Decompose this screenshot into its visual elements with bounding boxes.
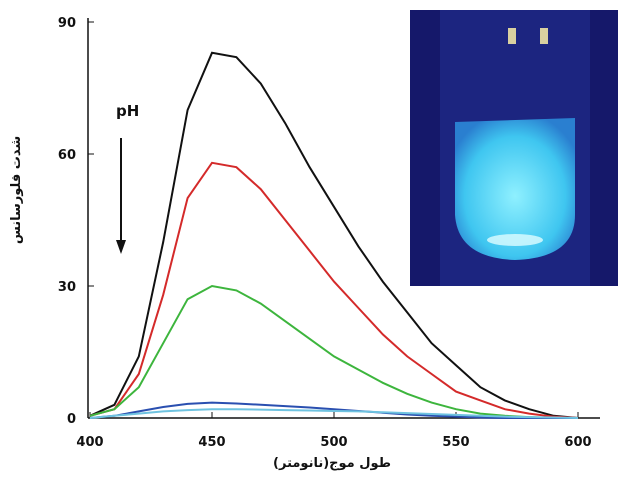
series-line <box>89 161 579 419</box>
y-tick-label: 60 <box>58 148 76 163</box>
x-axis-label: طول موج(نانومتر) <box>273 456 391 471</box>
series-line <box>89 51 579 419</box>
x-tick-label: 450 <box>198 435 225 450</box>
y-axis-label: شدت فلورسانس <box>9 136 24 244</box>
annotation: pH <box>116 102 139 120</box>
y-tick-label: 0 <box>67 412 76 427</box>
series-line <box>89 284 578 419</box>
x-tick-label: 500 <box>320 435 347 450</box>
series-line <box>89 408 579 419</box>
x-tick-label: 400 <box>76 435 103 450</box>
arrow-head <box>116 240 126 254</box>
series-line <box>89 401 578 419</box>
x-tick-label: 550 <box>442 435 469 450</box>
y-tick-label: 90 <box>58 16 76 31</box>
y-tick-label: 30 <box>58 280 76 295</box>
x-tick-label: 600 <box>564 435 591 450</box>
inset-photo <box>410 10 618 286</box>
